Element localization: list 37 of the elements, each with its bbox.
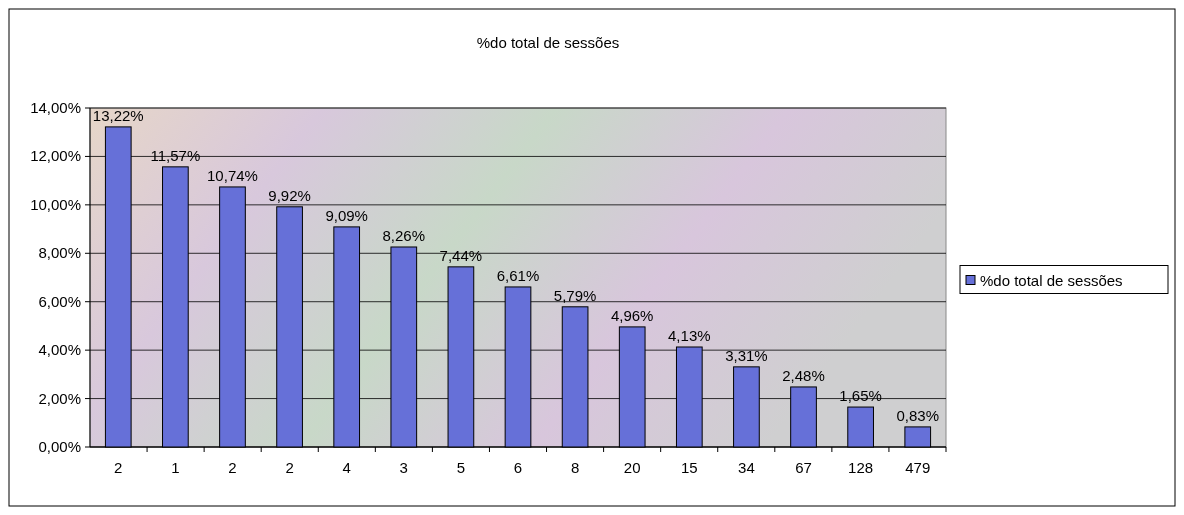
x-tick-label: 3 (399, 459, 408, 476)
x-tick-label: 34 (738, 459, 755, 476)
x-tick-label: 8 (570, 459, 580, 476)
data-label: 3,31% (725, 346, 768, 364)
x-tick-label: 128 (848, 459, 874, 476)
x-tick-label: 67 (795, 459, 812, 476)
x-tick-label: 20 (623, 459, 641, 476)
data-label: 2,48% (782, 366, 825, 384)
chart-title: %do total de sessões (476, 34, 620, 51)
x-tick-label: 2 (114, 459, 123, 476)
x-tick-label: 15 (680, 459, 698, 476)
data-label: 8,26% (382, 226, 426, 244)
data-label: 0,83% (896, 406, 940, 424)
x-tick-label: 5 (456, 459, 466, 476)
data-label: 10,74% (207, 166, 258, 184)
y-tick-label: 4,00% (38, 341, 81, 359)
data-label: 4,13% (668, 326, 711, 344)
x-tick-label: 4 (342, 459, 351, 476)
y-tick-label: 2,00% (38, 389, 81, 407)
data-label: 6,61% (496, 266, 540, 284)
data-label: 4,96% (610, 306, 654, 324)
data-label: 9,09% (325, 206, 368, 224)
x-tick-label: 2 (285, 459, 294, 476)
y-tick-label: 12,00% (30, 147, 81, 165)
y-tick-label: 14,00% (30, 99, 81, 116)
legend-label: %do total de sessões (980, 271, 1123, 289)
data-label: 9,92% (268, 186, 311, 204)
y-tick-label: 10,00% (30, 195, 81, 213)
data-label: 13,22% (92, 106, 144, 124)
x-tick-label: 6 (513, 459, 523, 476)
y-tick-label: 8,00% (38, 244, 81, 262)
y-tick-label: 0,00% (38, 438, 81, 455)
y-tick-label: 6,00% (38, 292, 81, 310)
x-tick-label: 1 (171, 459, 180, 476)
x-tick-label: 2 (228, 459, 237, 476)
x-tick-label: 479 (905, 459, 931, 476)
data-label: 5,79% (553, 286, 597, 304)
